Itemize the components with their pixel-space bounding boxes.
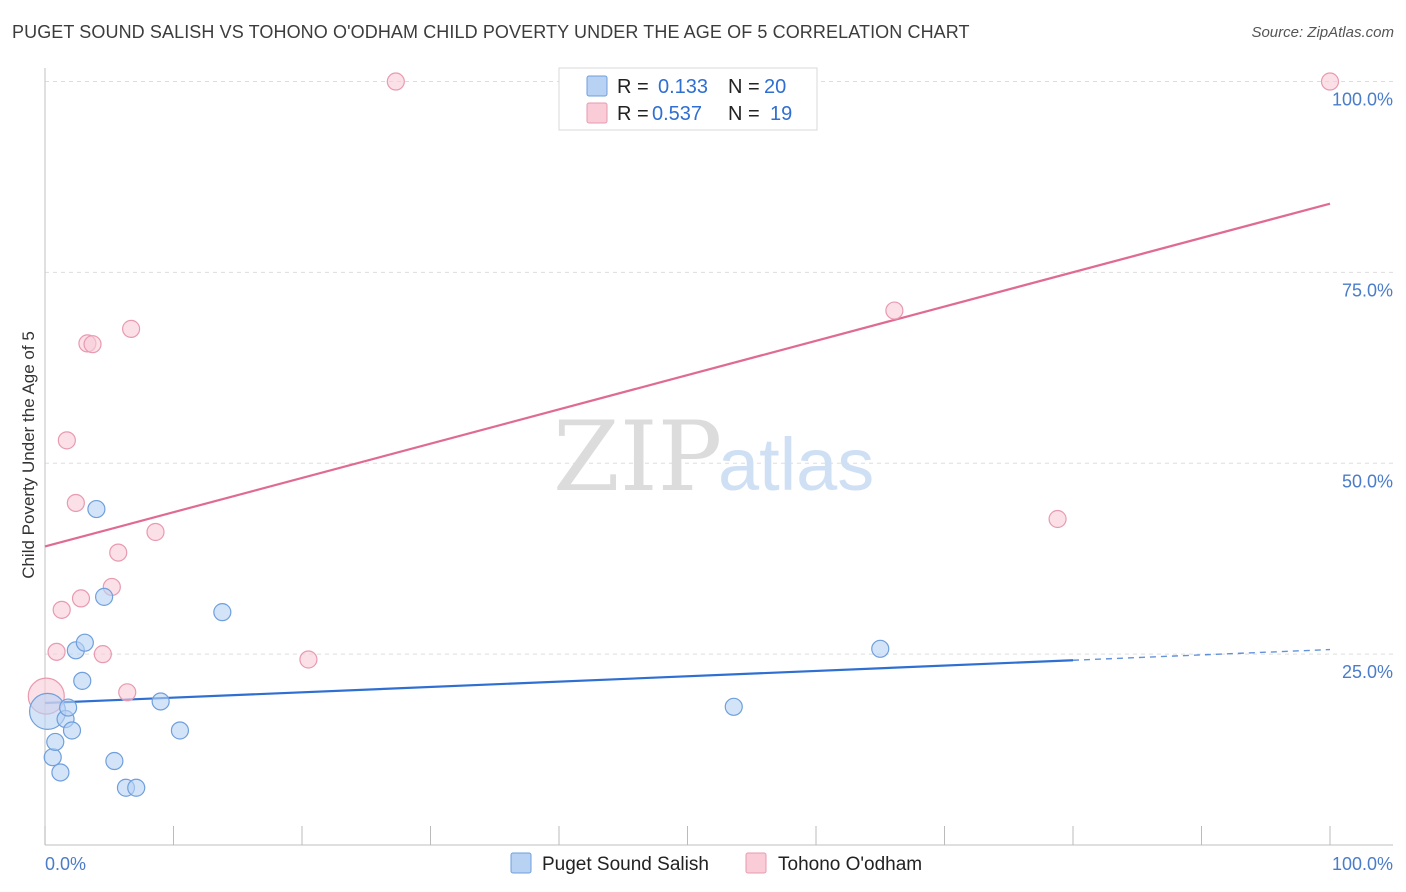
- watermark-atlas: atlas: [718, 423, 874, 506]
- point-puget: [724, 697, 743, 716]
- point-puget: [75, 633, 94, 652]
- point-puget: [62, 721, 82, 740]
- series-swatch-tohono: [745, 852, 767, 874]
- legend-r-value-2: 0.537: [652, 103, 702, 125]
- y-axis-label: Child Poverty Under the Age of 5: [19, 331, 38, 579]
- point-puget: [43, 748, 62, 767]
- point-tohono: [121, 319, 141, 338]
- point-tohono: [299, 650, 318, 669]
- point-tohono: [52, 600, 71, 619]
- y-tick-label: 100.0%: [1332, 90, 1393, 110]
- point-puget: [73, 671, 92, 690]
- series-label-puget: Puget Sound Salish: [542, 854, 709, 875]
- chart-title: PUGET SOUND SALISH VS TOHONO O'ODHAM CHI…: [12, 22, 970, 42]
- point-puget: [151, 692, 170, 711]
- point-puget: [59, 698, 78, 717]
- point-tohono: [66, 493, 85, 513]
- point-tohono: [1320, 72, 1340, 91]
- gridlines: [45, 81, 1393, 655]
- point-tohono: [386, 72, 405, 91]
- point-puget: [51, 763, 70, 782]
- point-tohono: [146, 522, 165, 542]
- y-tick-label: 50.0%: [1342, 471, 1393, 491]
- point-tohono: [118, 683, 137, 702]
- watermark-zip: ZIP: [553, 401, 722, 513]
- legend-r-label-1: R =: [617, 76, 649, 98]
- series-swatch-puget: [510, 852, 532, 874]
- point-tohono: [1048, 509, 1067, 529]
- trend-lines: [44, 202, 1331, 705]
- point-tohono: [71, 589, 91, 608]
- point-tohono: [83, 335, 102, 354]
- point-puget: [46, 732, 65, 752]
- legend-n-label-1: N =: [728, 76, 760, 98]
- point-puget: [213, 603, 232, 622]
- point-puget: [95, 587, 114, 606]
- point-tohono: [109, 543, 128, 562]
- series-label-tohono: Tohono O'odham: [778, 854, 922, 875]
- point-tohono: [47, 642, 66, 661]
- point-puget: [105, 751, 124, 771]
- watermark: ZIP atlas: [553, 401, 874, 513]
- y-tick-label: 25.0%: [1342, 662, 1393, 682]
- series-legend: Puget Sound Salish Tohono O'odham: [510, 852, 922, 875]
- x-tick-label-max: 100.0%: [1332, 854, 1393, 874]
- data-points: [27, 72, 1340, 797]
- stats-legend: R = 0.133 N = 20 R = 0.537 N = 19: [558, 67, 818, 131]
- point-tohono: [885, 301, 904, 320]
- point-puget: [871, 639, 890, 658]
- source-credit: Source: ZipAtlas.com: [1251, 24, 1394, 41]
- trend-line-puget: [44, 659, 1074, 705]
- point-tohono: [93, 645, 112, 664]
- point-tohono: [57, 431, 76, 450]
- legend-swatch-blue: [586, 75, 608, 97]
- legend-n-label-2: N =: [728, 103, 760, 125]
- x-tick-label-min: 0.0%: [45, 854, 86, 874]
- point-puget: [170, 721, 190, 740]
- legend-r-value-1: 0.133: [658, 76, 708, 98]
- legend-swatch-pink: [586, 102, 608, 124]
- legend-n-value-1: 20: [764, 76, 786, 98]
- trend-line-puget-extension: [1072, 648, 1331, 661]
- legend-r-label-2: R =: [617, 103, 649, 125]
- legend-n-value-2: 19: [770, 103, 792, 125]
- y-tick-label: 75.0%: [1342, 280, 1393, 300]
- trend-line-tohono: [44, 202, 1331, 548]
- point-puget: [87, 499, 106, 519]
- point-puget: [127, 778, 146, 797]
- tick-labels: 25.0% 50.0% 75.0% 100.0% 0.0% 100.0%: [45, 90, 1393, 874]
